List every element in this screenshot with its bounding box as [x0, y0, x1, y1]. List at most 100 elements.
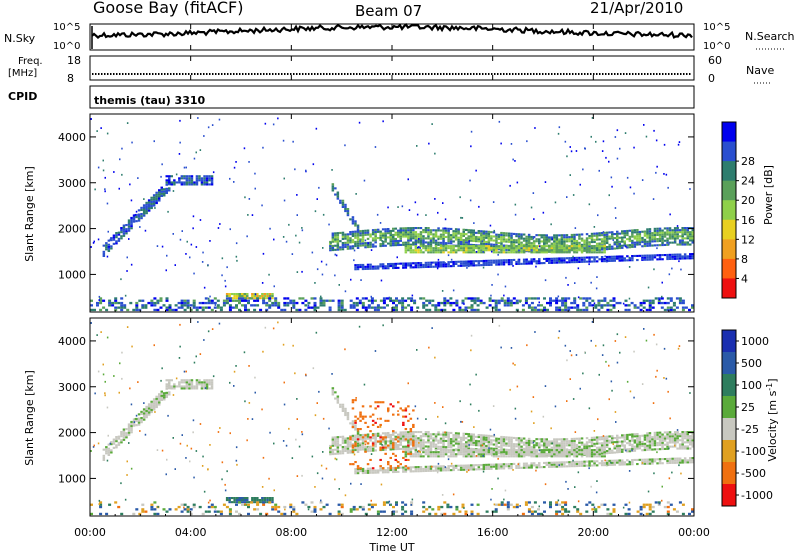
heatmap-cell	[490, 451, 493, 454]
heatmap-cell	[570, 440, 574, 443]
heatmap-cell	[616, 157, 619, 160]
heatmap-cell	[522, 453, 526, 456]
heatmap-cell	[422, 439, 425, 442]
heatmap-cell	[477, 249, 481, 252]
heatmap-cell	[452, 453, 455, 456]
heatmap-cell	[494, 308, 498, 312]
heatmap-cell	[125, 434, 128, 437]
heatmap-cell	[201, 308, 205, 312]
heatmap-cell	[658, 439, 662, 442]
heatmap-cell	[394, 240, 397, 243]
heatmap-cell	[258, 295, 262, 298]
nsearch-label: N.Search	[745, 30, 795, 43]
heatmap-cell	[555, 242, 559, 245]
heatmap-cell	[537, 297, 540, 300]
heatmap-cell	[382, 299, 386, 302]
heatmap-cell	[588, 251, 591, 254]
heatmap-cell	[567, 284, 569, 286]
heatmap-cell	[424, 453, 428, 456]
heatmap-cell	[683, 243, 687, 246]
heatmap-cell	[336, 232, 340, 235]
heatmap-cell	[480, 442, 483, 445]
heatmap-cell	[402, 262, 405, 265]
heatmap-cell	[107, 245, 111, 248]
heatmap-cell	[414, 249, 418, 252]
heatmap-cell	[199, 219, 202, 221]
heatmap-cell	[253, 295, 257, 298]
heatmap-cell	[525, 247, 528, 250]
heatmap-cell	[545, 234, 548, 237]
heatmap-cell	[603, 297, 607, 300]
heatmap-cell	[465, 464, 468, 467]
heatmap-cell	[156, 245, 159, 247]
heatmap-cell	[185, 175, 189, 178]
heatmap-cell	[414, 437, 418, 440]
heatmap-cell	[555, 461, 559, 464]
heatmap-cell	[283, 301, 287, 305]
heatmap-cell	[434, 198, 436, 200]
heatmap-cell	[588, 237, 591, 240]
heatmap-cell	[626, 176, 629, 179]
heatmap-cell	[150, 402, 153, 405]
heatmap-cell	[588, 453, 591, 456]
heatmap-cell	[429, 243, 433, 246]
heatmap-cell	[432, 235, 435, 238]
heatmap-cell	[432, 445, 435, 448]
heatmap-cell	[449, 261, 453, 264]
heatmap-cell	[675, 297, 679, 300]
heatmap-cell	[198, 381, 201, 384]
heatmap-cell	[412, 437, 415, 440]
heatmap-cell	[465, 445, 468, 448]
heatmap-cell	[558, 261, 561, 264]
heatmap-cell	[535, 265, 537, 268]
heatmap-cell	[358, 299, 362, 302]
heatmap-cell	[683, 233, 687, 236]
heatmap-cell	[646, 440, 649, 443]
heatmap-cell	[475, 439, 478, 442]
heatmap-cell	[162, 304, 166, 307]
heatmap-cell	[560, 438, 564, 441]
heatmap-cell	[256, 297, 260, 300]
heatmap-cell	[409, 251, 413, 254]
heatmap-cell	[130, 429, 133, 432]
heatmap-cell	[548, 249, 551, 252]
heatmap-cell	[502, 234, 506, 237]
heatmap-cell	[238, 297, 241, 300]
heatmap-cell	[631, 463, 634, 466]
heatmap-cell	[588, 460, 591, 463]
heatmap-cell	[376, 230, 380, 233]
heatmap-cell	[341, 235, 345, 238]
heatmap-cell	[550, 446, 554, 449]
heatmap-cell	[346, 208, 350, 211]
heatmap-cell	[487, 441, 491, 444]
heatmap-cell	[449, 440, 453, 443]
heatmap-cell	[472, 441, 475, 444]
heatmap-cell	[344, 243, 347, 246]
heatmap-cell	[542, 211, 545, 214]
heatmap-cell	[152, 194, 156, 197]
heatmap-cell	[356, 446, 360, 449]
heatmap-cell	[439, 433, 443, 436]
heatmap-cell	[603, 260, 606, 263]
heatmap-cell	[115, 436, 118, 439]
heatmap-cell	[422, 443, 425, 446]
heatmap-cell	[472, 448, 475, 451]
heatmap-cell	[203, 379, 206, 382]
heatmap-cell	[180, 183, 184, 186]
heatmap-cell	[532, 464, 536, 467]
heatmap-cell	[573, 306, 577, 309]
heatmap-cell	[568, 449, 571, 452]
heatmap-cell	[414, 243, 418, 246]
heatmap-cell	[549, 299, 552, 302]
heatmap-cell	[419, 443, 423, 446]
heatmap-cell	[546, 301, 549, 305]
heatmap-cell	[633, 433, 637, 436]
heatmap-cell	[480, 464, 483, 467]
heatmap-cell	[414, 231, 418, 234]
heatmap-cell	[374, 245, 377, 248]
heatmap-cell	[120, 229, 123, 232]
heatmap-cell	[336, 197, 340, 200]
heatmap-cell	[457, 434, 460, 437]
heatmap-cell	[336, 436, 340, 439]
heatmap-cell	[618, 242, 621, 245]
